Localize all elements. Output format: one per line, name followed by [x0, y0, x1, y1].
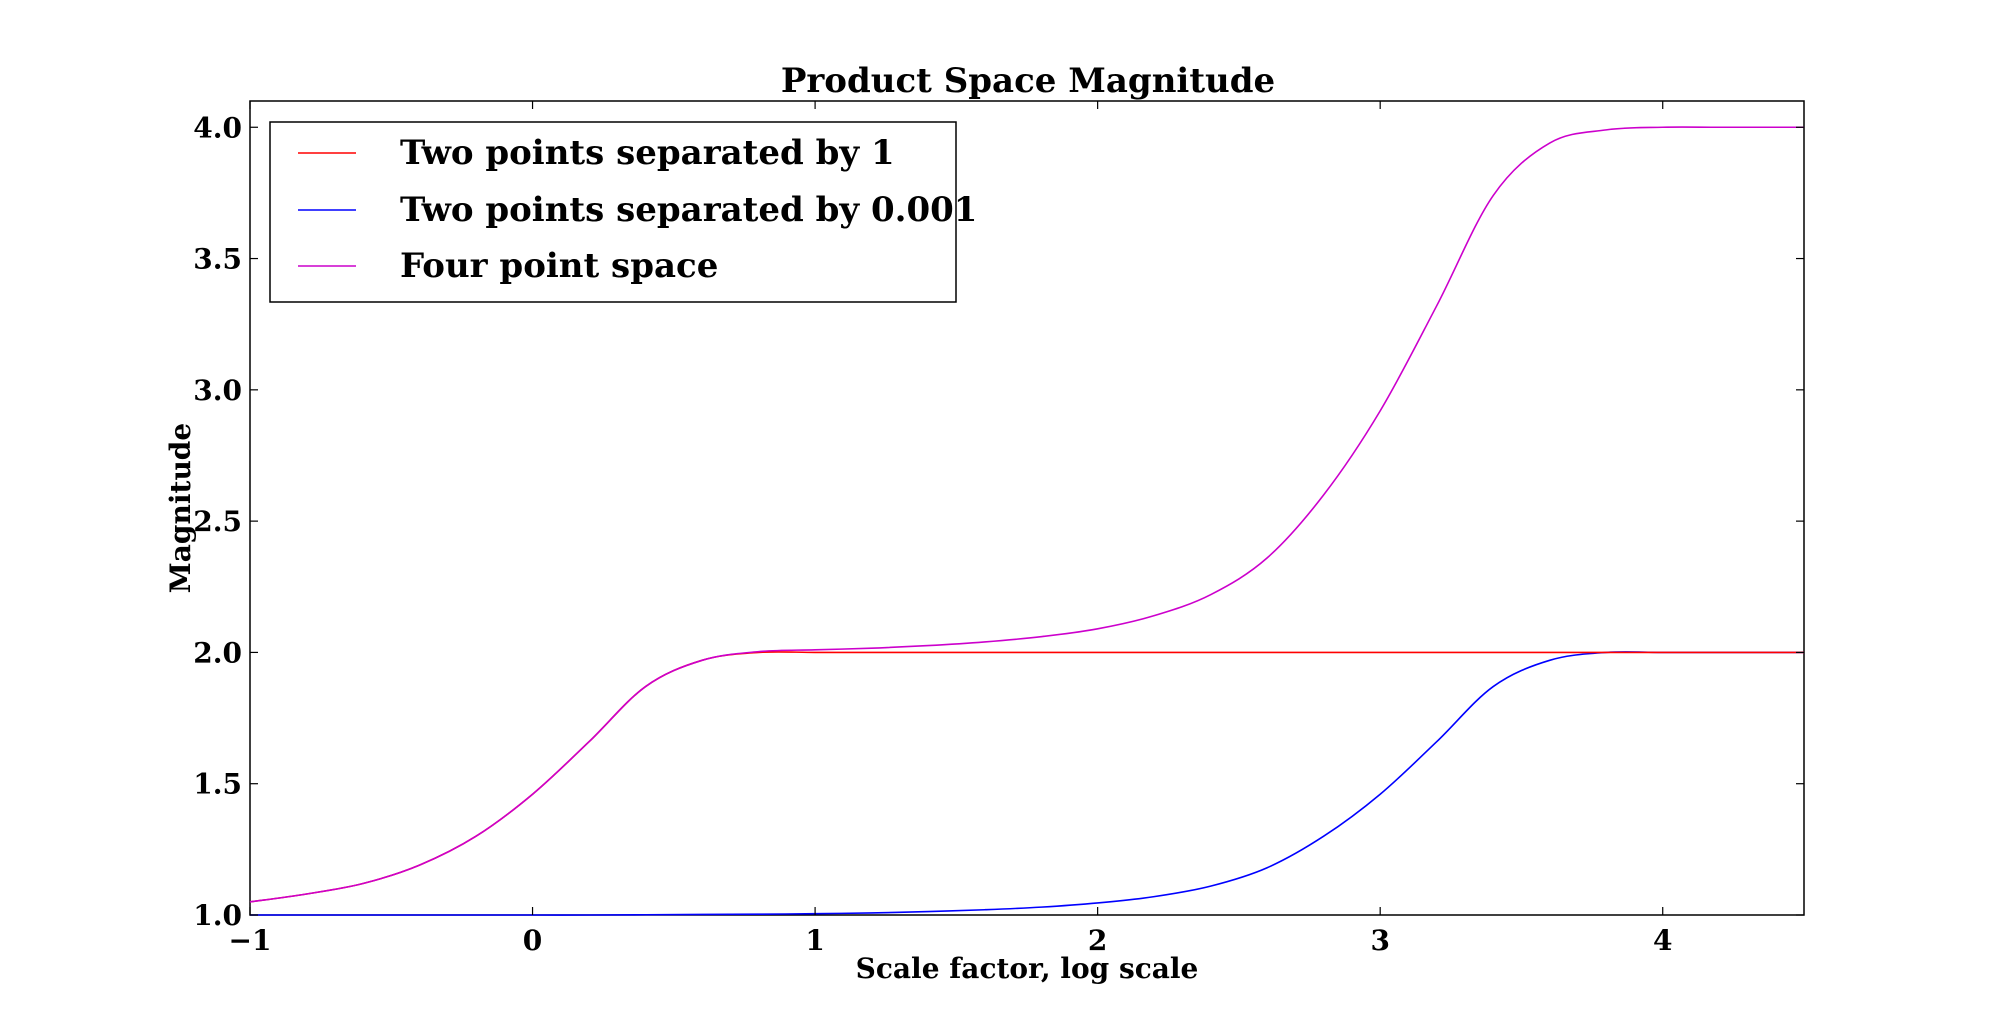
legend-label-four-point: Four point space: [400, 246, 718, 286]
y-tick-label: 3.0: [193, 374, 242, 407]
legend: Two points separated by 1 Two points sep…: [269, 121, 977, 303]
series-layer: [249, 126, 1804, 916]
chart-title: Product Space Magnitude: [781, 61, 1275, 101]
legend-box: [269, 121, 957, 303]
plot-frame: [249, 100, 1805, 916]
plot-area: −1 0 1 2 3 4 1.0 1.5 2.0 2.5 3.0 3.5 4.0: [193, 100, 1805, 957]
x-tick-label: −1: [229, 924, 272, 957]
y-tick-label: 2.5: [193, 505, 242, 538]
y-tick-label: 4.0: [193, 111, 242, 144]
y-axis-label: Magnitude: [164, 423, 197, 593]
x-tick-label: 2: [1088, 924, 1107, 957]
y-tick-label: 1.5: [193, 768, 242, 801]
legend-label-two-points-0001: Two points separated by 0.001: [400, 190, 977, 230]
x-tick-label: 1: [805, 924, 824, 957]
series-line-1: [250, 651, 1804, 916]
series-line-2: [249, 126, 1804, 903]
x-tick-label: 0: [523, 924, 542, 957]
y-tick-label: 1.0: [193, 899, 242, 932]
x-tick-label: 4: [1653, 924, 1672, 957]
tick-layer: −1 0 1 2 3 4 1.0 1.5 2.0 2.5 3.0 3.5 4.0: [193, 101, 1804, 957]
x-tick-label: 3: [1370, 924, 1389, 957]
series-line-0: [249, 651, 1804, 903]
y-tick-label: 2.0: [193, 636, 242, 669]
x-axis-label: Scale factor, log scale: [856, 952, 1199, 985]
legend-label-two-points-1: Two points separated by 1: [400, 133, 895, 173]
y-tick-label: 3.5: [193, 243, 242, 276]
